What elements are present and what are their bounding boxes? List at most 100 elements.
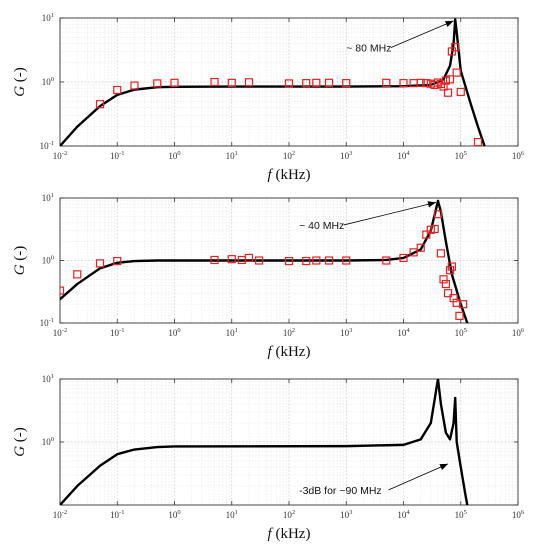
- data-point-marker: [443, 289, 453, 298]
- data-point-marker: [399, 79, 408, 88]
- data-point-marker: [312, 78, 321, 87]
- data-point-marker: [436, 249, 445, 258]
- y-axis-label: G (-): [12, 246, 28, 276]
- ticks: [59, 197, 519, 324]
- chart-panel-1: 10-2 10-1 100 101 102 103 104 105 10610-1100101f…: [12, 12, 525, 183]
- x-tick-label: 102: [283, 150, 295, 161]
- data-point-marker: [153, 79, 162, 88]
- data-point-marker: [433, 210, 443, 219]
- data-point-marker: [95, 259, 105, 268]
- data-point-marker: [409, 248, 418, 257]
- annotation-text: ~ 80 MHz: [346, 42, 391, 54]
- data-point-marker: [382, 256, 391, 265]
- annotation: ~ 80 MHz: [346, 20, 454, 54]
- y-axis-label: G (-): [12, 67, 28, 97]
- x-tick-label: 102: [283, 327, 295, 338]
- data-point-marker: [244, 78, 254, 87]
- x-tick-label: 10-1: [110, 327, 124, 338]
- x-tick-label: 105: [455, 150, 467, 161]
- data-point-marker: [456, 87, 465, 97]
- x-tick-label: 105: [455, 327, 467, 338]
- data-point-marker: [95, 100, 105, 109]
- x-tick-label: 103: [340, 327, 352, 338]
- x-tick-label: 100: [168, 509, 180, 520]
- series-line: [60, 379, 469, 505]
- data-point-marker: [422, 79, 431, 88]
- data-point-marker: [451, 43, 460, 52]
- data-point-marker: [60, 286, 65, 295]
- data-point-marker: [324, 78, 334, 87]
- data-point-marker: [382, 78, 391, 87]
- data-point-marker: [430, 224, 439, 234]
- x-tick-label: 10-2: [53, 327, 67, 338]
- data-point-marker: [439, 82, 448, 91]
- data-point-marker: [113, 85, 122, 95]
- annotation: -3dB for ~90 MHz: [299, 463, 449, 497]
- x-tick-label: 101: [226, 150, 238, 161]
- data-point-marker: [73, 270, 82, 279]
- x-tick-label: 101: [226, 509, 238, 520]
- series-line: [60, 199, 469, 323]
- data-point-marker: [342, 256, 351, 265]
- annotation-text: -3dB for ~90 MHz: [299, 485, 382, 497]
- x-tick-label: 104: [397, 327, 410, 338]
- data-point-marker: [302, 256, 311, 266]
- x-tick-label: 106: [512, 327, 525, 338]
- y-axis-label: G (-): [12, 427, 28, 457]
- data-point-marker: [210, 255, 219, 265]
- data-point-marker: [130, 81, 139, 90]
- y-tick-label: 100: [42, 436, 54, 447]
- annotation-arrow: [388, 463, 449, 491]
- annotation-arrowhead: [444, 20, 454, 27]
- y-tick-label: 100: [42, 255, 54, 266]
- data-point-marker: [416, 243, 425, 252]
- data-point-marker: [439, 275, 448, 284]
- data-layer: [60, 18, 486, 146]
- data-point-marker: [312, 256, 321, 265]
- data-point-marker: [447, 262, 456, 271]
- data-point-marker: [324, 256, 334, 265]
- data-point-marker: [284, 256, 294, 266]
- data-point-marker: [422, 230, 431, 239]
- annotation-arrow: [390, 20, 454, 48]
- data-layer: [60, 199, 469, 323]
- grid: [59, 17, 519, 147]
- x-tick-label: 10-1: [110, 509, 124, 520]
- data-point-marker: [441, 279, 450, 289]
- data-point-marker: [445, 75, 455, 84]
- data-point-marker: [455, 311, 464, 320]
- data-point-marker: [473, 138, 483, 146]
- x-tick-label: 105: [455, 509, 467, 520]
- x-tick-label: 103: [340, 150, 352, 161]
- x-tick-label: 101: [226, 327, 238, 338]
- data-point-marker: [244, 253, 254, 263]
- x-tick-label: 10-1: [110, 150, 124, 161]
- annotation-text: ~ 40 MHz: [299, 220, 344, 232]
- data-point-marker: [399, 253, 408, 263]
- x-tick-label: 104: [397, 509, 410, 520]
- y-tick-label: 101: [42, 192, 54, 203]
- ticks: [59, 378, 519, 506]
- x-tick-label: 102: [283, 509, 295, 520]
- data-layer: [60, 379, 469, 505]
- x-tick-label: 10-2: [53, 509, 67, 520]
- data-point-marker: [342, 79, 351, 88]
- ticks: [59, 17, 519, 147]
- chart-panel-3: 10-2 10-1 100 101 102 103 104 105 106 100 101 f (kH…: [12, 373, 525, 542]
- annotation-arrowhead: [439, 463, 449, 470]
- y-tick-label: 101: [42, 373, 54, 384]
- x-tick-label: 106: [512, 150, 525, 161]
- data-point-marker: [170, 78, 179, 87]
- x-axis-label: f (kHz): [268, 167, 311, 183]
- x-axis-label: f (kHz): [268, 344, 311, 360]
- x-tick-label: 100: [168, 150, 180, 161]
- data-point-marker: [443, 88, 453, 97]
- data-point-marker: [452, 68, 461, 77]
- y-tick-label: 10-1: [40, 140, 54, 151]
- x-tick-label: 10-2: [53, 150, 67, 161]
- annotation: ~ 40 MHz: [299, 201, 437, 232]
- chart-panel-2: 10-2 10-1 100 101 102 103 104 105 10610-1100101f…: [12, 192, 525, 360]
- y-tick-label: 101: [42, 12, 54, 23]
- x-tick-label: 104: [397, 150, 410, 161]
